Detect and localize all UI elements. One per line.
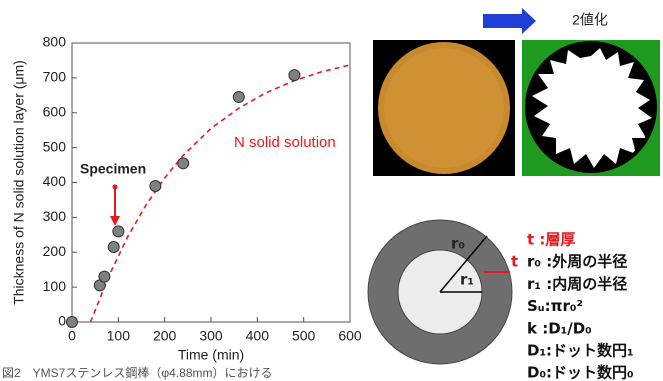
y-tick-label: 200 [43,243,67,259]
plot-frame [72,43,350,322]
caption: 図2 YMS7ステンレス鋼棒（φ4.88mm）における [2,366,272,380]
x-tick-label: 0 [68,328,76,344]
t-label: t [511,253,518,271]
annotation-arrowhead [110,216,120,226]
x-tick-label: 600 [338,328,362,344]
annotation: N solid solution [234,134,336,151]
y-tick-label: 500 [43,138,67,154]
x-tick-label: 500 [292,328,316,344]
x-tick-label: 300 [199,328,223,344]
data-point [99,271,110,282]
photo-disk-highlight [384,48,504,168]
x-tick-label: 200 [153,328,177,344]
binarize-label: 2値化 [572,12,608,28]
x-tick-label: 100 [107,328,131,344]
legend-item: D₁:ドット数円₁ [527,342,634,360]
y-tick-label: 700 [43,69,67,85]
y-axis-title: Thickness of N solid solution layer (μm) [11,60,27,305]
legend-item: k :D₁/D₀ [527,319,592,337]
r0-label: r₀ [451,235,465,253]
legend-item: r₀ :外周の半径 [527,253,627,271]
data-point [150,180,161,191]
y-tick-label: 600 [43,103,67,119]
y-tick-label: 100 [43,278,67,294]
data-point [113,226,124,237]
fit-curve [91,65,350,322]
legend-item: r₁ :内周の半径 [527,275,627,293]
y-tick-label: 400 [43,173,67,189]
x-tick-label: 400 [246,328,270,344]
page: 2値化 r₀ r₁ t t :層厚 r₀ :外周の半径 r₁ :内周の半径 Sᵤ:πr… [0,0,663,381]
data-point [233,92,244,103]
data-point [289,70,300,81]
y-tick-label: 0 [58,313,66,329]
annotation: Specimen [80,161,146,177]
data-point [108,242,119,253]
y-tick-label: 800 [43,34,67,50]
y-tick-label: 300 [43,208,67,224]
legend-item: t :層厚 [527,231,575,249]
data-point [67,317,78,328]
binarize-arrow [483,8,536,34]
x-axis-title: Time (min) [178,347,244,363]
data-point [178,158,189,169]
r1-label: r₁ [460,271,474,289]
legend-item: Sᵤ:πr₀² [527,297,583,315]
figure: 2値化 r₀ r₁ t t :層厚 r₀ :外周の半径 r₁ :内周の半径 Sᵤ:πr… [0,0,663,381]
legend: t :層厚 r₀ :外周の半径 r₁ :内周の半径 Sᵤ:πr₀² k :D₁/D₀ D₁… [527,231,634,381]
legend-item: D₀:ドット数円₀ [527,364,634,381]
